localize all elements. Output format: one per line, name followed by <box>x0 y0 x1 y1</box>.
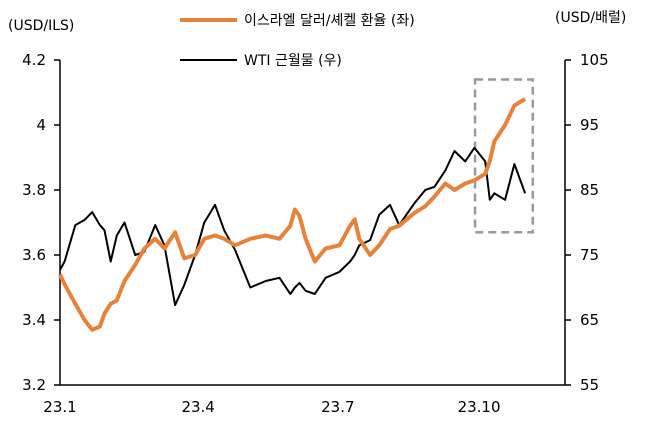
series-line-wti <box>59 146 527 307</box>
left-tick-label: 4 <box>36 116 46 134</box>
left-tick-label: 4.2 <box>22 51 46 69</box>
left-tick-label: 3.4 <box>22 311 46 329</box>
right-tick-label: 75 <box>580 246 599 264</box>
left-tick-label: 3.6 <box>22 246 46 264</box>
legend-label-wti: WTI 근월물 (우) <box>244 53 342 69</box>
legend-label-ils: 이스라엘 달러/셰켈 환율 (좌) <box>244 13 415 29</box>
axes <box>59 60 566 386</box>
right-tick-label: 85 <box>580 181 599 199</box>
highlight-box <box>473 78 535 234</box>
x-tick-label: 23.7 <box>321 398 354 416</box>
x-tick-label: 23.1 <box>43 398 76 416</box>
left-tick-label: 3.2 <box>22 376 46 394</box>
left-axis-label: (USD/ILS) <box>8 18 74 34</box>
right-tick-label: 95 <box>580 116 599 134</box>
series-line-ils <box>58 97 527 332</box>
left-tick-label: 3.8 <box>22 181 46 199</box>
right-tick-label: 105 <box>580 51 609 69</box>
legend: 이스라엘 달러/셰켈 환율 (좌) WTI 근월물 (우) <box>180 13 415 69</box>
right-axis-label: (USD/배럴) <box>555 10 626 26</box>
right-tick-label: 55 <box>580 376 599 394</box>
x-tick-label: 23.4 <box>181 398 214 416</box>
x-tick-label: 23.10 <box>458 398 501 416</box>
right-tick-label: 65 <box>580 311 599 329</box>
